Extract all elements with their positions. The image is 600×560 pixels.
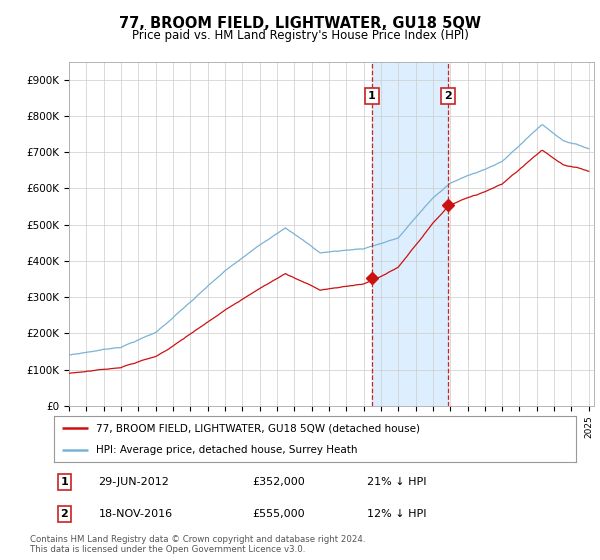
- Text: £555,000: £555,000: [253, 509, 305, 519]
- Text: 2: 2: [444, 91, 452, 101]
- Text: Contains HM Land Registry data © Crown copyright and database right 2024.
This d: Contains HM Land Registry data © Crown c…: [30, 535, 365, 554]
- Bar: [372, 62, 448, 406]
- Text: 1: 1: [368, 91, 376, 101]
- Text: 18-NOV-2016: 18-NOV-2016: [98, 509, 172, 519]
- Text: 1: 1: [61, 477, 68, 487]
- Text: £352,000: £352,000: [253, 477, 305, 487]
- Text: 77, BROOM FIELD, LIGHTWATER, GU18 5QW: 77, BROOM FIELD, LIGHTWATER, GU18 5QW: [119, 16, 481, 31]
- Text: Price paid vs. HM Land Registry's House Price Index (HPI): Price paid vs. HM Land Registry's House …: [131, 29, 469, 42]
- Text: HPI: Average price, detached house, Surrey Heath: HPI: Average price, detached house, Surr…: [96, 445, 357, 455]
- Text: 29-JUN-2012: 29-JUN-2012: [98, 477, 169, 487]
- Text: 77, BROOM FIELD, LIGHTWATER, GU18 5QW (detached house): 77, BROOM FIELD, LIGHTWATER, GU18 5QW (d…: [96, 423, 420, 433]
- Text: 12% ↓ HPI: 12% ↓ HPI: [367, 509, 427, 519]
- Text: 21% ↓ HPI: 21% ↓ HPI: [367, 477, 427, 487]
- Text: 2: 2: [61, 509, 68, 519]
